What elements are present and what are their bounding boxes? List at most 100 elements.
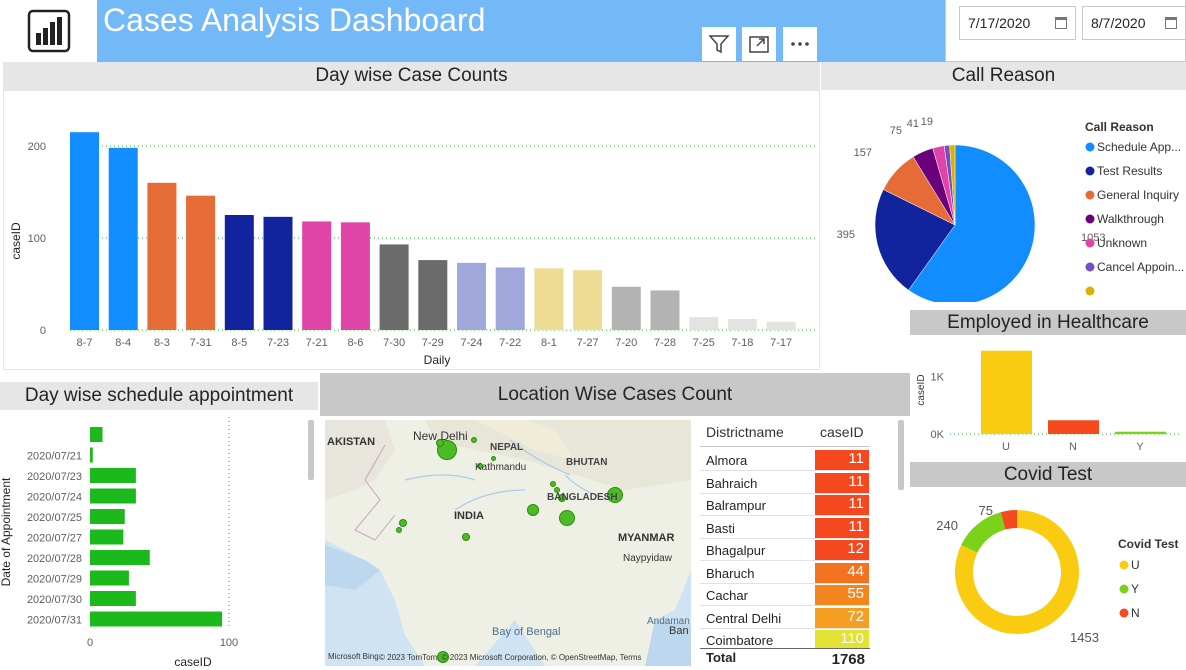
date-to-input[interactable]: 8/7/2020 [1082,6,1186,40]
map-bubble[interactable] [527,504,539,516]
table-row[interactable]: Bharuch 44 [700,562,870,584]
table-row[interactable]: Basti 11 [700,517,870,539]
bar [573,270,603,330]
case-count: 11 [815,450,869,470]
map-bubble[interactable] [554,487,560,493]
bar [90,509,125,524]
powerbi-icon [27,9,70,53]
map-canvas [325,420,691,666]
legend-marker [1085,238,1095,248]
map-bubble[interactable] [558,494,566,502]
bar [457,262,486,330]
y-tick-label: 2020/07/25 [27,512,82,524]
map-bubble[interactable] [490,455,496,461]
bar [90,591,136,606]
table-row[interactable]: Central Delhi 72 [700,607,870,629]
bar [534,268,564,330]
col-header-district[interactable]: Districtname [706,424,784,440]
case-count: 11 [815,517,869,538]
map-bubble[interactable] [399,519,407,527]
calendar-icon[interactable] [1055,17,1067,29]
legend-label: Y [1131,582,1139,596]
table-row[interactable]: Bhagalpur 12 [700,539,870,561]
x-tick-label: U [1002,441,1010,453]
district-name: Almora [706,453,748,468]
x-tick-label: 8-6 [347,337,363,349]
donut-slice [961,512,1006,553]
app-logo [0,0,97,62]
legend-label: U [1131,558,1140,572]
table-row[interactable]: Balrampur 11 [700,494,870,516]
bar [650,290,680,330]
panel-title-daysched: Day wise schedule appointment [0,382,318,410]
data-label: 19 [921,116,933,128]
y-axis-title: Date of Appointment [0,477,13,586]
y-tick-label: 0 [40,325,46,337]
x-tick-label: 8-7 [77,337,93,349]
table-row[interactable]: Coimbatore 110 [700,629,870,649]
legend-label: Test Results [1097,164,1162,178]
bar [90,570,129,586]
bar [263,216,293,330]
legend-marker [1085,190,1095,200]
pie-slice [949,144,956,226]
bar [147,182,177,330]
location-map[interactable]: AKISTAN New Delhi NEPAL Kathmandu BHUTAN… [325,420,691,666]
y-tick-label: 2020/07/30 [27,594,82,606]
date-from-input[interactable]: 7/17/2020 [959,6,1076,40]
bar [186,195,216,330]
x-tick-label: 8-3 [154,337,170,349]
filter-icon[interactable] [702,27,736,61]
scrollbar[interactable] [308,420,314,480]
y-tick-label: 1K [931,372,945,384]
y-tick-label: 200 [28,141,46,153]
calendar-icon[interactable] [1165,17,1177,29]
panel-title-daywise: Day wise Case Counts [3,62,820,90]
date-to-text: 8/7/2020 [1091,15,1146,31]
total-value: 1768 [831,651,865,668]
map-label: AKISTAN [327,436,376,448]
table-row[interactable]: Cachar 55 [700,584,870,606]
y-tick-label: 100 [28,233,46,245]
map-bubble[interactable] [607,487,623,503]
bar [1048,420,1099,434]
table-row[interactable]: Bahraich 11 [700,472,870,494]
expand-icon[interactable] [742,27,776,61]
legend-label: Unknown [1097,236,1147,250]
map-bubble[interactable] [559,510,575,526]
map-bubble[interactable] [477,463,483,469]
more-icon[interactable] [783,27,817,61]
bar [90,427,103,442]
map-bubble[interactable] [396,527,402,533]
map-label: Bay of Bengal [492,626,561,638]
map-label: Kathmandu [475,462,527,473]
bar [379,244,409,330]
case-count: 110 [815,630,869,649]
table-scrollbar[interactable] [898,420,904,490]
map-attribution[interactable]: © 2023 TomTom, © 2023 Microsoft Corporat… [379,653,642,662]
table-total-row: Total 1768 [700,648,870,670]
map-bubble[interactable] [462,533,470,541]
legend-label: Schedule App... [1097,140,1181,154]
y-tick-label: 2020/07/28 [27,553,82,565]
panel-title-callreason: Call Reason [821,62,1186,90]
map-bubble[interactable] [550,481,556,487]
pie-slice [874,189,956,291]
x-tick-label: 8-5 [231,337,247,349]
x-tick-label: 7-30 [383,337,405,349]
map-label: Ban [669,625,689,637]
map-bubble[interactable] [471,437,477,443]
table-row[interactable]: Almora 11 [700,449,870,471]
bar [1115,431,1166,434]
y-axis-title: caseID [916,374,927,405]
col-header-caseid[interactable]: caseID [820,424,864,440]
bar [108,147,138,330]
pie-slice [908,144,1036,302]
y-tick-label: 2020/07/21 [27,451,82,463]
district-name: Central Delhi [706,610,782,626]
map-bubble[interactable] [436,439,444,447]
map-bubble[interactable] [437,651,449,663]
bar [70,132,99,330]
bar [766,321,796,330]
map-label: Naypyidaw [623,553,672,564]
